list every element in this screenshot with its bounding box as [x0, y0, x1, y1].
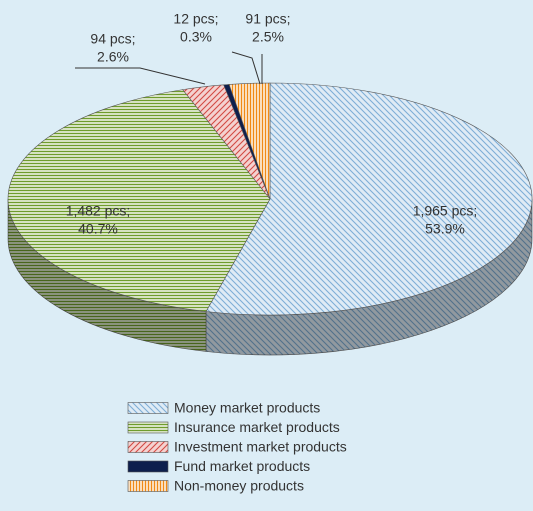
- pie-side-shade: [8, 199, 207, 352]
- legend-swatch: [127, 460, 169, 473]
- value-label: 1,965 pcs;: [413, 203, 478, 219]
- pie-slice: [228, 82, 271, 200]
- legend-swatch: [127, 421, 169, 434]
- legend: Money market products Insurance market pr…: [127, 400, 347, 494]
- legend-label: Non-money products: [174, 478, 304, 494]
- percent-label: 2.6%: [97, 49, 129, 65]
- value-label: 1,482 pcs;: [66, 203, 131, 219]
- value-label: 94 pcs;: [90, 31, 135, 47]
- pie-slice: [7, 89, 271, 312]
- legend-swatch: [127, 480, 169, 492]
- legend-label: Fund market products: [174, 458, 310, 474]
- pie-slice: [205, 82, 533, 316]
- leader-line: [75, 67, 206, 85]
- legend-label: Money market products: [174, 400, 320, 416]
- pie-side-shade: [206, 199, 533, 355]
- percent-label: 40.7%: [78, 221, 118, 237]
- leader-line: [231, 51, 261, 85]
- value-label: 91 pcs;: [245, 11, 290, 27]
- value-label: 12 pcs;: [173, 11, 218, 27]
- pie-tops: [7, 82, 533, 316]
- percent-label: 2.5%: [252, 29, 284, 45]
- data-labels: 1,965 pcs; 53.9% 1,482 pcs; 40.7% 94 pcs; 2.6…: [66, 11, 478, 237]
- percent-label: 0.3%: [180, 29, 212, 45]
- legend-label: Insurance market products: [174, 419, 340, 435]
- percent-label: 53.9%: [425, 221, 465, 237]
- legend-swatch: [127, 402, 169, 414]
- legend-swatch: [127, 441, 169, 453]
- legend-label: Investment market products: [174, 439, 347, 455]
